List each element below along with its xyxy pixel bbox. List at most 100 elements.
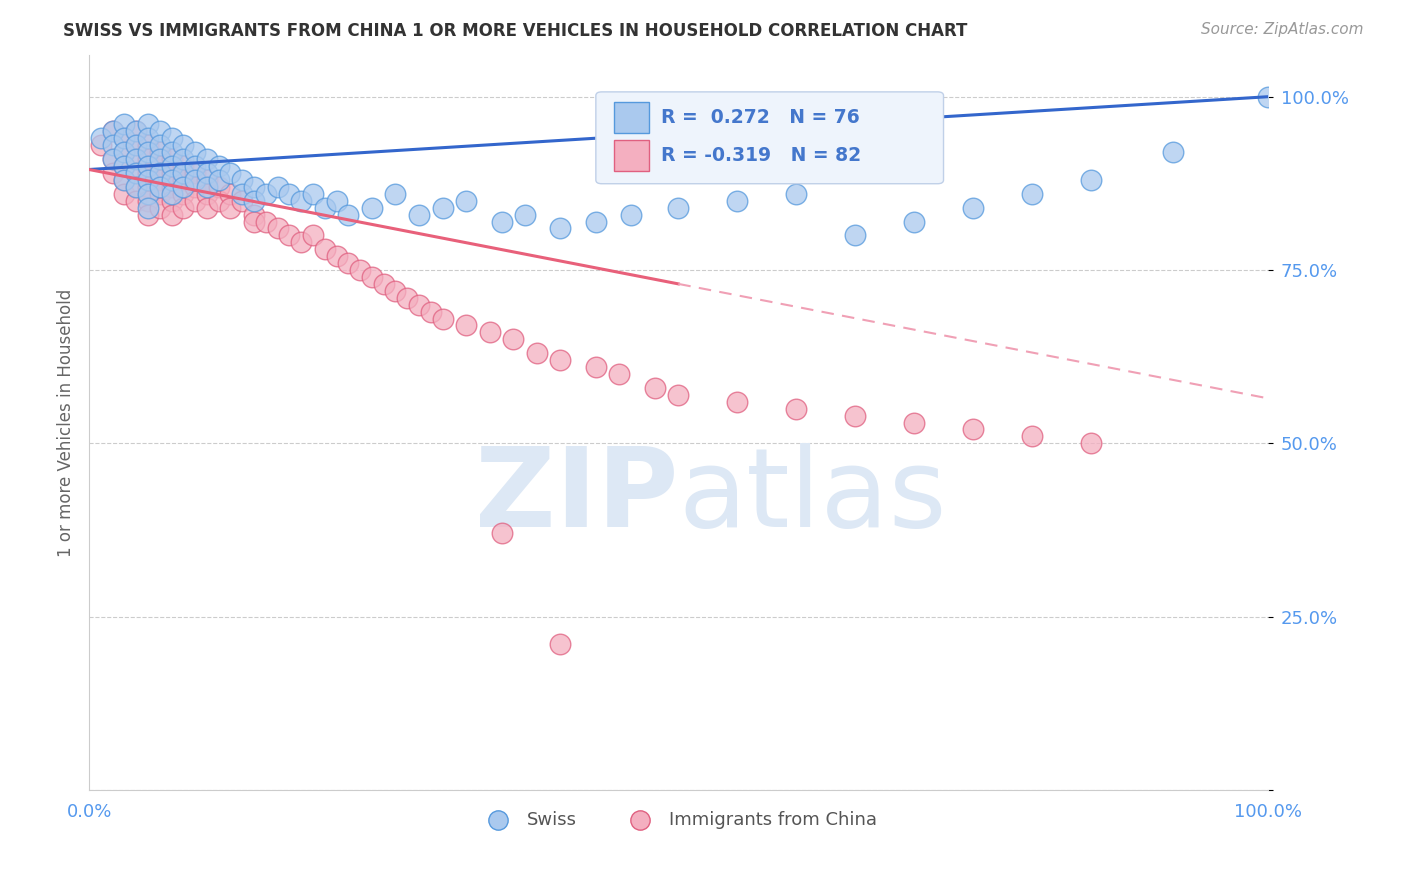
Point <box>620 208 643 222</box>
Point <box>844 409 866 423</box>
Point <box>172 201 194 215</box>
Point <box>349 263 371 277</box>
Point <box>195 186 218 201</box>
Point <box>491 526 513 541</box>
Point <box>90 138 112 153</box>
Point <box>361 269 384 284</box>
Point <box>1021 429 1043 443</box>
Point <box>408 208 430 222</box>
Point <box>136 166 159 180</box>
FancyBboxPatch shape <box>596 92 943 184</box>
Point <box>243 194 266 208</box>
Point <box>408 298 430 312</box>
Point <box>184 166 207 180</box>
Point <box>136 186 159 201</box>
Point <box>112 145 135 160</box>
Point <box>396 291 419 305</box>
Point <box>962 422 984 436</box>
Point <box>550 221 572 235</box>
Point <box>903 214 925 228</box>
Point <box>231 194 253 208</box>
Point <box>125 179 148 194</box>
Point <box>290 235 312 250</box>
Point <box>136 118 159 132</box>
Point <box>208 179 231 194</box>
Point <box>101 138 124 153</box>
Point <box>172 179 194 194</box>
Point <box>125 138 148 153</box>
Point <box>160 186 183 201</box>
Point <box>585 214 607 228</box>
Point <box>243 208 266 222</box>
Point <box>231 186 253 201</box>
Point <box>325 194 347 208</box>
Point <box>502 332 524 346</box>
Point <box>903 416 925 430</box>
Point <box>101 124 124 138</box>
Point <box>112 145 135 160</box>
Point <box>125 194 148 208</box>
Point <box>112 131 135 145</box>
Point <box>302 186 325 201</box>
Point <box>125 179 148 194</box>
Point <box>172 186 194 201</box>
Point <box>278 186 301 201</box>
Text: SWISS VS IMMIGRANTS FROM CHINA 1 OR MORE VEHICLES IN HOUSEHOLD CORRELATION CHART: SWISS VS IMMIGRANTS FROM CHINA 1 OR MORE… <box>63 22 967 40</box>
Point <box>962 201 984 215</box>
Point <box>136 208 159 222</box>
Point <box>101 166 124 180</box>
Point <box>184 145 207 160</box>
Bar <box>613 103 650 133</box>
Text: Source: ZipAtlas.com: Source: ZipAtlas.com <box>1201 22 1364 37</box>
Point <box>160 194 183 208</box>
Point <box>112 118 135 132</box>
Point <box>219 201 242 215</box>
Point <box>149 201 172 215</box>
Point <box>112 173 135 187</box>
Point <box>136 201 159 215</box>
Point <box>456 318 478 333</box>
Point <box>609 367 631 381</box>
Point <box>526 346 548 360</box>
Point <box>844 228 866 243</box>
Point <box>149 145 172 160</box>
Point <box>149 124 172 138</box>
Point <box>208 159 231 173</box>
Point <box>136 159 159 173</box>
Point <box>254 214 277 228</box>
Point <box>219 186 242 201</box>
Point <box>125 166 148 180</box>
Point <box>172 159 194 173</box>
Point <box>184 159 207 173</box>
Point <box>208 173 231 187</box>
Point <box>1021 186 1043 201</box>
Point <box>1080 436 1102 450</box>
Point <box>112 173 135 187</box>
Point <box>478 326 501 340</box>
Point <box>172 166 194 180</box>
Point <box>361 201 384 215</box>
Point <box>125 152 148 166</box>
Point <box>195 152 218 166</box>
Point <box>184 194 207 208</box>
Point <box>432 201 454 215</box>
Point <box>172 138 194 153</box>
Point <box>160 179 183 194</box>
Text: R =  0.272   N = 76: R = 0.272 N = 76 <box>661 108 859 127</box>
Point <box>160 131 183 145</box>
Point <box>136 145 159 160</box>
Point <box>266 221 288 235</box>
Point <box>550 637 572 651</box>
Point <box>125 124 148 138</box>
Point <box>149 138 172 153</box>
Point <box>149 186 172 201</box>
Point <box>184 179 207 194</box>
Y-axis label: 1 or more Vehicles in Household: 1 or more Vehicles in Household <box>58 288 75 557</box>
Point <box>666 201 689 215</box>
Point <box>184 173 207 187</box>
Point <box>278 228 301 243</box>
Point <box>149 173 172 187</box>
Text: ZIP: ZIP <box>475 442 678 549</box>
Point <box>172 173 194 187</box>
Point <box>172 152 194 166</box>
